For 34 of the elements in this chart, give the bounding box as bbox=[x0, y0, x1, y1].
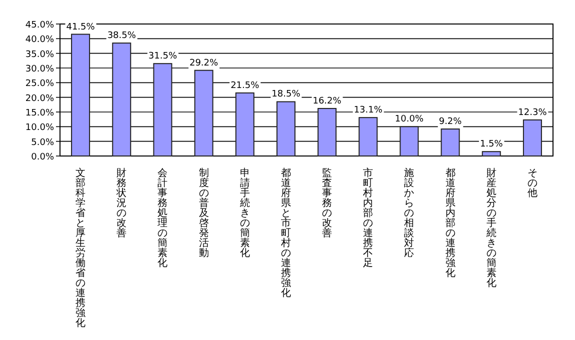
data-label: 29.2% bbox=[189, 58, 219, 68]
data-label: 21.5% bbox=[230, 80, 260, 91]
category-label: 市町村内部の連携不足 bbox=[363, 168, 374, 269]
y-tick-label: 25.0% bbox=[25, 79, 54, 90]
y-tick-label: 15.0% bbox=[25, 108, 54, 118]
data-label: 16.2% bbox=[312, 96, 342, 106]
y-tick-label: 30.0% bbox=[25, 64, 54, 74]
data-label: 38.5% bbox=[107, 31, 136, 42]
y-tick-label: 40.0% bbox=[25, 35, 54, 46]
data-label: 18.5% bbox=[272, 90, 301, 100]
data-label: 13.1% bbox=[354, 106, 383, 116]
data-label: 9.2% bbox=[438, 117, 462, 128]
data-label: 31.5% bbox=[148, 52, 178, 62]
data-label: 41.5% bbox=[66, 22, 96, 32]
category-label: 制度の普及啓発活動 bbox=[198, 168, 209, 259]
y-tick-label: 20.0% bbox=[25, 94, 54, 104]
y-tick-label: 45.0% bbox=[25, 20, 54, 30]
data-label: 1.5% bbox=[480, 140, 504, 150]
y-tick-label: 35.0% bbox=[25, 50, 54, 60]
category-label: 財務状況の改善 bbox=[116, 168, 127, 239]
category-label: 都道府県内部の連携強化 bbox=[445, 168, 456, 279]
y-tick-label: 0.0% bbox=[31, 152, 54, 162]
category-label: 監査事務の改善 bbox=[322, 168, 332, 239]
y-tick-label: 10.0% bbox=[25, 123, 54, 134]
data-label: 12.3% bbox=[518, 108, 548, 118]
category-label: 施設からの相談対応 bbox=[404, 168, 414, 259]
category-label: 文部科学省と厚生労働省の連携強化 bbox=[76, 168, 86, 329]
data-label: 10.0% bbox=[394, 114, 424, 125]
category-label: 財産処分の手続きの簡素化 bbox=[486, 168, 496, 289]
category-label: その他 bbox=[527, 168, 538, 199]
category-label: 会計事務処理の簡素化 bbox=[158, 168, 168, 269]
category-label: 申請手続きの簡素化 bbox=[240, 168, 250, 259]
category-label: 都道府県と市町村の連携強化 bbox=[280, 168, 291, 299]
y-tick-label: 5.0% bbox=[31, 138, 54, 148]
